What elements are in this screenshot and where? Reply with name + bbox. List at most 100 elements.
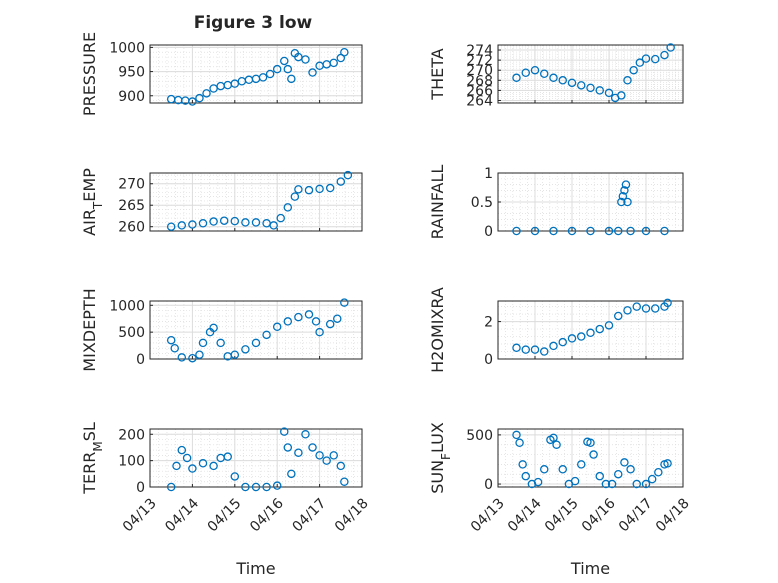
axes-box bbox=[497, 428, 684, 488]
y-tick-label: 274 bbox=[466, 43, 493, 59]
data-point bbox=[209, 217, 218, 226]
data-point bbox=[651, 304, 660, 313]
data-point bbox=[315, 451, 324, 460]
y-tick-label: 266 bbox=[466, 83, 493, 99]
data-point bbox=[666, 43, 675, 52]
data-point bbox=[308, 68, 317, 77]
data-point bbox=[283, 203, 293, 212]
y-tick-label: 0 bbox=[484, 224, 493, 240]
data-point bbox=[567, 334, 577, 343]
data-point bbox=[626, 226, 635, 236]
data-point bbox=[641, 304, 651, 313]
data-point bbox=[512, 226, 521, 236]
y-tick-label: 0 bbox=[484, 352, 493, 368]
axes-box bbox=[497, 172, 684, 232]
data-point bbox=[188, 220, 197, 229]
data-point bbox=[552, 440, 561, 449]
data-point bbox=[195, 93, 204, 103]
data-point bbox=[325, 183, 335, 193]
data-point bbox=[540, 69, 549, 78]
plot-area bbox=[150, 301, 362, 359]
data-point bbox=[283, 64, 293, 74]
data-point bbox=[549, 226, 558, 236]
data-point bbox=[586, 438, 595, 448]
data-point bbox=[216, 338, 225, 348]
data-point bbox=[586, 226, 595, 236]
y-axis-label: AIRTEMP bbox=[80, 168, 105, 236]
x-tick-label: 04/16 bbox=[247, 495, 287, 535]
x-tick-label: 04/17 bbox=[616, 495, 656, 535]
data-point bbox=[623, 76, 632, 85]
x-tick-label: 04/18 bbox=[653, 495, 693, 535]
y-tick-label: 0 bbox=[136, 352, 145, 368]
data-point bbox=[251, 218, 261, 227]
subplot-4: 0 0.5 1 RAINFALL bbox=[428, 165, 684, 240]
data-point bbox=[604, 226, 614, 236]
data-point bbox=[614, 311, 623, 321]
data-point bbox=[219, 216, 229, 225]
data-point bbox=[177, 353, 187, 362]
y-axis-label: MIXDEPTH bbox=[80, 288, 99, 371]
data-point bbox=[209, 461, 218, 471]
data-point bbox=[651, 54, 660, 64]
axes-box bbox=[149, 172, 363, 232]
data-point bbox=[188, 353, 197, 363]
plot-area bbox=[150, 45, 362, 103]
data-point bbox=[272, 322, 282, 332]
data-point bbox=[311, 317, 321, 326]
y-tick-label: 900 bbox=[118, 89, 145, 105]
y-tick-label: 264 bbox=[466, 93, 493, 109]
subplot-8: 0 500 SUNFLUX 04/1304/1404/1504/1604/1704/1… bbox=[428, 422, 693, 578]
data-point bbox=[251, 482, 261, 492]
data-point bbox=[549, 341, 558, 351]
data-point bbox=[558, 337, 568, 347]
data-point bbox=[614, 469, 623, 479]
data-point bbox=[198, 338, 208, 348]
data-point bbox=[595, 324, 605, 334]
data-point bbox=[589, 450, 598, 459]
data-point bbox=[521, 68, 531, 77]
data-point bbox=[241, 218, 250, 227]
data-point bbox=[567, 78, 577, 88]
data-point bbox=[540, 465, 549, 474]
data-point bbox=[632, 479, 642, 489]
data-point bbox=[518, 460, 527, 469]
data-point bbox=[533, 477, 543, 487]
data-point bbox=[287, 74, 296, 84]
data-point bbox=[230, 472, 240, 481]
subplot-7: 0 100 200 TERRMSL 04/13 04/14 04/15 04/16 04/17 0… bbox=[80, 422, 372, 578]
data-point bbox=[549, 73, 558, 83]
data-point bbox=[635, 58, 645, 67]
data-point bbox=[647, 474, 657, 484]
data-point bbox=[660, 226, 669, 236]
data-point bbox=[241, 482, 250, 492]
data-point bbox=[272, 481, 282, 490]
y-tick-label: 200 bbox=[118, 427, 145, 443]
data-point bbox=[632, 302, 642, 311]
y-tick-label: 270 bbox=[118, 177, 145, 193]
data-point bbox=[251, 338, 261, 348]
data-point bbox=[172, 461, 181, 471]
data-point bbox=[290, 192, 300, 201]
y-tick-label: 0 bbox=[136, 480, 145, 496]
data-point bbox=[276, 213, 285, 223]
y-tick-label: 500 bbox=[466, 428, 493, 444]
subplot-1: 900 950 1000 PRESSURE bbox=[80, 32, 363, 116]
data-point bbox=[343, 170, 353, 180]
axes-box bbox=[149, 300, 363, 360]
data-point bbox=[166, 482, 176, 492]
data-point bbox=[604, 321, 614, 330]
data-point bbox=[272, 64, 282, 74]
data-point bbox=[641, 479, 651, 489]
x-tick-label: 04/13 bbox=[468, 495, 508, 535]
data-point bbox=[340, 298, 349, 307]
data-point bbox=[301, 430, 310, 439]
x-tick-label: 04/13 bbox=[120, 495, 160, 535]
y-axis-label: TERRMSL bbox=[80, 422, 105, 495]
data-point bbox=[209, 323, 218, 333]
y-tick-label: 270 bbox=[466, 63, 493, 79]
y-tick-label: 500 bbox=[118, 325, 145, 341]
data-point bbox=[540, 347, 549, 356]
